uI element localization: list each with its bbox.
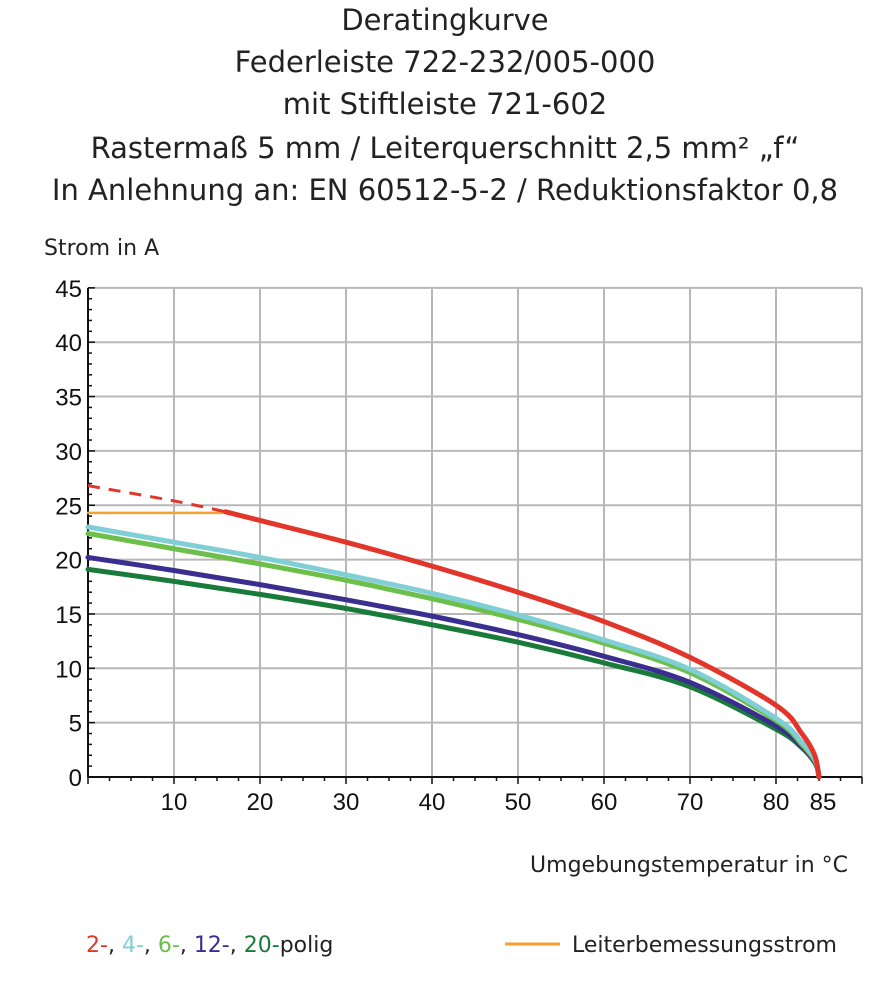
title-line: In Anlehnung an: EN 60512-5-2 / Reduktio…: [52, 173, 838, 207]
chart-title: Deratingkurve Federleiste 722-232/005-000…: [52, 3, 838, 207]
x-tick-label: 30: [333, 789, 360, 816]
y-tick-label: 25: [55, 493, 82, 520]
y-tick-label: 0: [69, 765, 82, 792]
y-tick-label: 45: [55, 276, 82, 303]
x-tick-label: 80: [763, 789, 790, 816]
y-tick-label: 30: [55, 439, 82, 466]
legend-pole-part: ,: [230, 933, 244, 958]
legend-pole-part: 20-: [244, 933, 280, 958]
legend-pole-part: 12-: [194, 933, 230, 958]
y-tick-label: 10: [55, 656, 82, 683]
series-line-2-dashed: [87, 484, 226, 514]
y-tick-label: 20: [55, 548, 82, 575]
legend-pole-part: 2-: [86, 933, 108, 958]
legend-pole-part: ,: [144, 933, 158, 958]
x-tick-label: 40: [419, 789, 446, 816]
legend-pole-part: ,: [180, 933, 194, 958]
y-tick-label: 35: [55, 385, 82, 412]
title-line: Deratingkurve: [341, 3, 548, 37]
legend-pole-part: ,: [108, 933, 122, 958]
axes: 0 5 10 15 20 25 30 35 40 45 10 20 30 40 50 60 70 80 85: [55, 276, 863, 816]
y-tick-label: 40: [55, 330, 82, 357]
x-tick-label: 50: [505, 789, 532, 816]
x-axis-label: Umgebungstemperatur in °C: [530, 853, 848, 878]
legend-pole-part: 4-: [122, 933, 144, 958]
series-lines: [85, 484, 822, 780]
x-tick-label: 20: [247, 789, 274, 816]
x-tick-label: 10: [161, 789, 188, 816]
legend-poles: 2-, 4-, 6-, 12-, 20-polig: [86, 933, 333, 958]
title-line: Rastermaß 5 mm / Leiterquerschnitt 2,5 m…: [91, 131, 800, 165]
x-tick-label: 85: [810, 789, 837, 816]
series-line-2: [223, 509, 822, 780]
grid: [88, 286, 863, 777]
legend-rated-current: Leiterbemessungsstrom: [572, 933, 837, 958]
y-tick-label: 15: [55, 602, 82, 629]
y-axis-label: Strom in A: [44, 236, 159, 261]
x-tick-label: 60: [591, 789, 618, 816]
title-line: mit Stiftleiste 721-602: [283, 87, 607, 121]
legend-pole-part: 6-: [158, 933, 180, 958]
y-tick-label: 5: [69, 711, 82, 738]
legend-pole-part: polig: [280, 933, 334, 958]
title-line: Federleiste 722-232/005-000: [235, 45, 656, 79]
series-line-4: [85, 524, 822, 780]
x-tick-label: 70: [677, 789, 704, 816]
